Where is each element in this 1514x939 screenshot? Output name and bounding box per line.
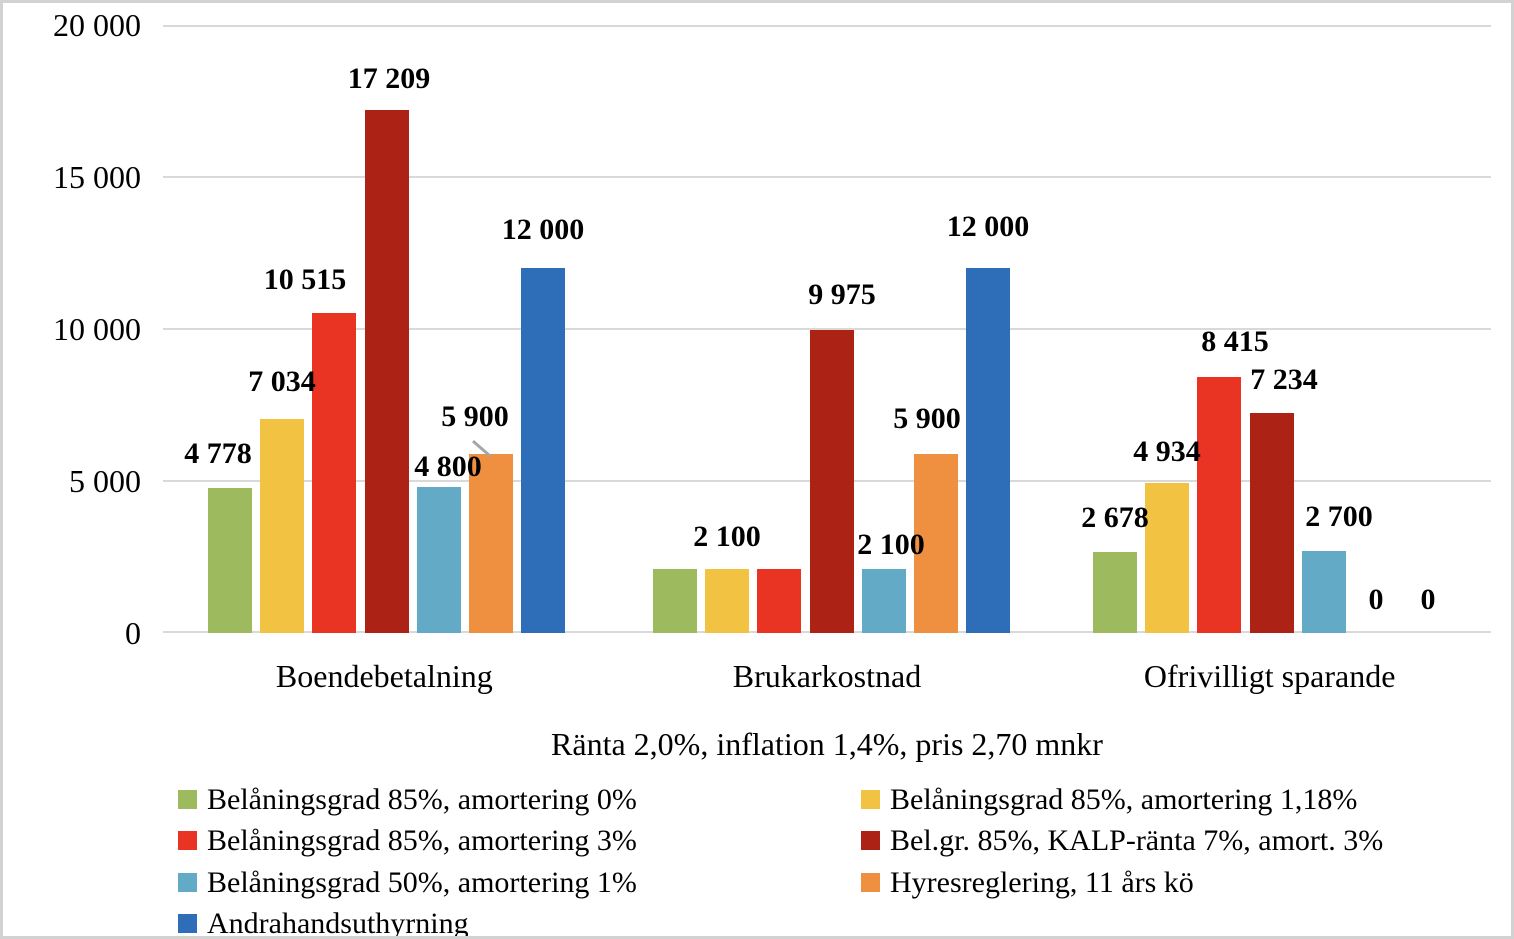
- bar-4-2: [810, 330, 854, 633]
- y-axis-tick-label: 20 000: [53, 7, 141, 43]
- bar-value-label: 5 900: [893, 402, 961, 435]
- bar-2-3: [1145, 483, 1189, 633]
- legend-swatch: [178, 914, 197, 933]
- gridline: [163, 25, 1491, 27]
- legend-item: Belåningsgrad 85%, amortering 3%: [178, 823, 637, 859]
- legend-label: Belåningsgrad 50%, amortering 1%: [207, 866, 637, 899]
- bar-1-2: [653, 569, 697, 633]
- bar-7-2: [966, 268, 1010, 633]
- legend-item: Belåningsgrad 50%, amortering 1%: [178, 865, 637, 901]
- legend-label: Andrahandsuthyrning: [207, 907, 469, 939]
- bar-value-label: 10 515: [263, 263, 347, 296]
- y-axis-tick-label: 0: [125, 615, 141, 651]
- bar-4-3: [1250, 413, 1294, 633]
- y-axis-tick-label: 15 000: [53, 159, 141, 195]
- bar-value-label: 8 415: [1201, 325, 1269, 358]
- gridline: [163, 176, 1491, 178]
- bar-value-label: 12 000: [946, 210, 1030, 243]
- legend-label: Belåningsgrad 85%, amortering 0%: [207, 783, 637, 816]
- bar-value-label: 2 678: [1081, 501, 1149, 534]
- gridline: [163, 328, 1491, 330]
- bar-3-1: [312, 313, 356, 633]
- bar-1-1: [208, 488, 252, 633]
- bar-value-label: 2 700: [1305, 500, 1373, 533]
- legend-swatch: [861, 831, 880, 850]
- bar-7-1: [521, 268, 565, 633]
- category-label: Boendebetalning: [275, 658, 493, 694]
- legend-item: Andrahandsuthyrning: [178, 906, 469, 939]
- bar-3-2: [757, 569, 801, 633]
- bar-value-label: 12 000: [501, 213, 585, 246]
- bar-value-label: 4 934: [1133, 435, 1201, 468]
- legend-item: Hyresreglering, 11 års kö: [861, 865, 1194, 901]
- legend-swatch: [178, 790, 197, 809]
- bar-3-3: [1197, 377, 1241, 633]
- legend-item: Belåningsgrad 85%, amortering 0%: [178, 782, 637, 818]
- bar-2-2: [705, 569, 749, 633]
- bar-6-1: [469, 454, 513, 633]
- bar-5-3: [1302, 551, 1346, 633]
- bar-6-2: [914, 454, 958, 633]
- bar-2-1: [260, 419, 304, 633]
- bar-1-3: [1093, 552, 1137, 633]
- y-axis-tick-label: 5 000: [69, 463, 141, 499]
- bar-value-label: 9 975: [808, 278, 876, 311]
- legend-swatch: [861, 790, 880, 809]
- plot-area: 4 778 2 678 7 034 2 100 4 934 10 515 8 415 17 2…: [163, 25, 1491, 633]
- bar-4-1: [365, 110, 409, 633]
- bar-value-label: 17 209: [347, 62, 431, 95]
- bar-value-label: 0: [1368, 583, 1384, 616]
- legend-item: Belåningsgrad 85%, amortering 1,18%: [861, 782, 1357, 818]
- legend-label: Belåningsgrad 85%, amortering 3%: [207, 824, 637, 857]
- bar-value-label: 4 800: [414, 450, 482, 483]
- bar-value-label: 2 100: [857, 528, 925, 561]
- legend-label: Hyresreglering, 11 års kö: [890, 866, 1194, 899]
- category-label: Ofrivilligt sparande: [1143, 658, 1396, 694]
- bar-value-label: 4 778: [184, 437, 252, 470]
- bar-value-label: 0: [1420, 583, 1436, 616]
- legend-swatch: [861, 873, 880, 892]
- legend-item: Bel.gr. 85%, KALP-ränta 7%, amort. 3%: [861, 823, 1383, 859]
- bar-value-label: 5 900: [441, 400, 509, 433]
- legend-swatch: [178, 873, 197, 892]
- chart-title: Ränta 2,0%, inflation 1,4%, pris 2,70 mn…: [551, 726, 1103, 762]
- category-label: Brukarkostnad: [732, 658, 922, 694]
- legend-label: Belåningsgrad 85%, amortering 1,18%: [890, 783, 1358, 816]
- bar-value-label: 7 034: [248, 365, 316, 398]
- bar-5-1: [417, 487, 461, 633]
- bar-value-label: 7 234: [1250, 363, 1318, 396]
- legend-swatch: [178, 831, 197, 850]
- bar-5-2: [862, 569, 906, 633]
- bar-value-label: 2 100: [693, 520, 761, 553]
- y-axis-tick-label: 10 000: [53, 311, 141, 347]
- legend-label: Bel.gr. 85%, KALP-ränta 7%, amort. 3%: [890, 824, 1384, 857]
